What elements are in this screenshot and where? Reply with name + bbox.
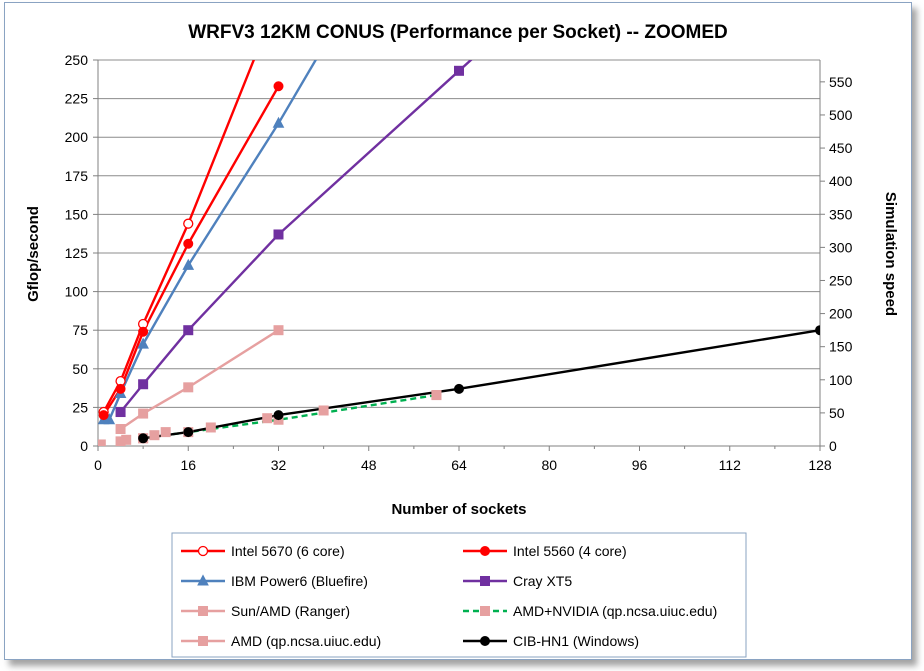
y2-tick-label-450: 450 xyxy=(829,140,853,156)
y2-axis-label: Simulation speed xyxy=(882,192,899,316)
series-1-point-3 xyxy=(183,238,194,249)
series-6-point-6 xyxy=(205,422,216,433)
legend-marker-4 xyxy=(198,606,208,616)
series-1-point-2 xyxy=(138,326,149,337)
y-tick-label-25: 25 xyxy=(72,399,88,415)
y2-tick-label-0: 0 xyxy=(829,438,837,454)
y2-tick-label-500: 500 xyxy=(829,107,853,123)
legend-marker-2 xyxy=(197,574,209,586)
chart-title: WRFV3 12KM CONUS (Performance per Socket… xyxy=(188,22,727,43)
series-7-point-3 xyxy=(454,383,464,394)
y-tick-label-0: 0 xyxy=(80,438,88,454)
legend-label-4: Sun/AMD (Ranger) xyxy=(231,603,350,619)
legend-label-5: AMD+NVIDIA (qp.ncsa.uiuc.edu) xyxy=(513,603,717,619)
y-tick-label-50: 50 xyxy=(72,361,88,377)
legend-marker-5 xyxy=(480,606,490,616)
series-7-point-0 xyxy=(138,433,149,444)
series-4-point-3 xyxy=(273,325,284,336)
legend-label-3: Cray XT5 xyxy=(513,573,572,589)
legend-marker-1 xyxy=(480,546,490,556)
legend-label-7: CIB-HN1 (Windows) xyxy=(513,633,639,649)
series-3-point-0 xyxy=(115,407,126,418)
legend-marker-0 xyxy=(197,545,209,557)
y-tick-label-225: 225 xyxy=(65,91,89,107)
series-2-point-3 xyxy=(137,337,149,349)
series-3-point-1 xyxy=(138,379,149,390)
legend-label-1: Intel 5560 (4 core) xyxy=(513,543,627,559)
series-2-point-4 xyxy=(182,258,195,270)
axes xyxy=(93,59,825,451)
x-tick-label-48: 48 xyxy=(361,457,377,473)
y2-tick-label-550: 550 xyxy=(829,74,853,90)
y2-tick-label-400: 400 xyxy=(829,173,853,189)
x-tick-label-112: 112 xyxy=(719,457,742,473)
series-2-point-5 xyxy=(272,116,285,128)
y-axis-label: Gflop/second xyxy=(25,206,42,302)
legend-box xyxy=(171,532,747,658)
x-axis-label: Number of sockets xyxy=(391,501,526,518)
tick-labels: 0 25 50 75 100 125 150 175 200 225 250 0 50 100 150 200… xyxy=(65,52,853,473)
y2-tick-label-200: 200 xyxy=(829,306,853,322)
y-tick-label-250: 250 xyxy=(65,52,89,68)
series-0-point-3 xyxy=(183,218,194,229)
series-7-point-2 xyxy=(273,410,284,421)
series-4-point-2 xyxy=(183,382,194,393)
y2-tick-label-350: 350 xyxy=(829,206,853,222)
legend-label-0: Intel 5670 (6 core) xyxy=(231,543,345,559)
x-tick-label-16: 16 xyxy=(180,457,196,473)
y-tick-label-175: 175 xyxy=(65,168,89,184)
legend-marker-6 xyxy=(198,636,208,646)
series-6-point-0 xyxy=(98,439,106,446)
series-3-point-4 xyxy=(454,65,464,76)
series-6-point-4 xyxy=(149,430,160,441)
series-1-point-1 xyxy=(115,383,126,394)
y-tick-label-125: 125 xyxy=(65,245,89,261)
x-tick-label-96: 96 xyxy=(632,457,648,473)
x-tick-label-32: 32 xyxy=(271,457,287,473)
series-4-point-1 xyxy=(138,408,149,419)
y-tick-label-100: 100 xyxy=(65,284,89,300)
series-5-point-3 xyxy=(431,390,442,401)
series-3-point-2 xyxy=(183,325,194,336)
y2-tick-label-50: 50 xyxy=(829,405,845,421)
legend-label-6: AMD (qp.ncsa.uiuc.edu) xyxy=(231,633,381,649)
legend-marker-3 xyxy=(480,576,490,586)
x-tick-label-0: 0 xyxy=(94,457,102,473)
series-7-point-1 xyxy=(183,427,194,438)
y2-tick-label-150: 150 xyxy=(829,339,853,355)
x-tick-label-128: 128 xyxy=(808,457,832,473)
series-3-point-3 xyxy=(273,229,284,240)
y-tick-label-150: 150 xyxy=(65,206,89,222)
series-4-line xyxy=(119,329,280,431)
chart-frame: WRFV3 12KM CONUS (Performance per Socket… xyxy=(4,2,912,660)
series-6-point-5 xyxy=(160,427,171,438)
series-4-point-0 xyxy=(115,424,126,435)
x-tick-label-80: 80 xyxy=(541,457,557,473)
y2-tick-label-100: 100 xyxy=(829,372,853,388)
series-1-point-4 xyxy=(273,81,284,92)
series-markers xyxy=(98,65,820,446)
series-1-point-0 xyxy=(98,410,109,421)
series-6-point-7 xyxy=(262,413,273,424)
legend-label-2: IBM Power6 (Bluefire) xyxy=(231,573,368,589)
series-6-point-8 xyxy=(318,405,329,416)
y-tick-label-200: 200 xyxy=(65,129,89,145)
y2-tick-label-250: 250 xyxy=(829,272,853,288)
y2-tick-label-300: 300 xyxy=(829,239,853,255)
legend-marker-7 xyxy=(480,636,490,646)
x-tick-label-64: 64 xyxy=(451,457,467,473)
series-6-point-2 xyxy=(121,434,132,445)
y-tick-label-75: 75 xyxy=(72,322,88,338)
chart-svg: WRFV3 12KM CONUS (Performance per Socket… xyxy=(25,22,899,658)
legend: Intel 5670 (6 core) Intel 5560 (4 core) IB… xyxy=(171,532,747,658)
series-7-point-4 xyxy=(815,325,820,336)
gridlines xyxy=(98,59,820,408)
